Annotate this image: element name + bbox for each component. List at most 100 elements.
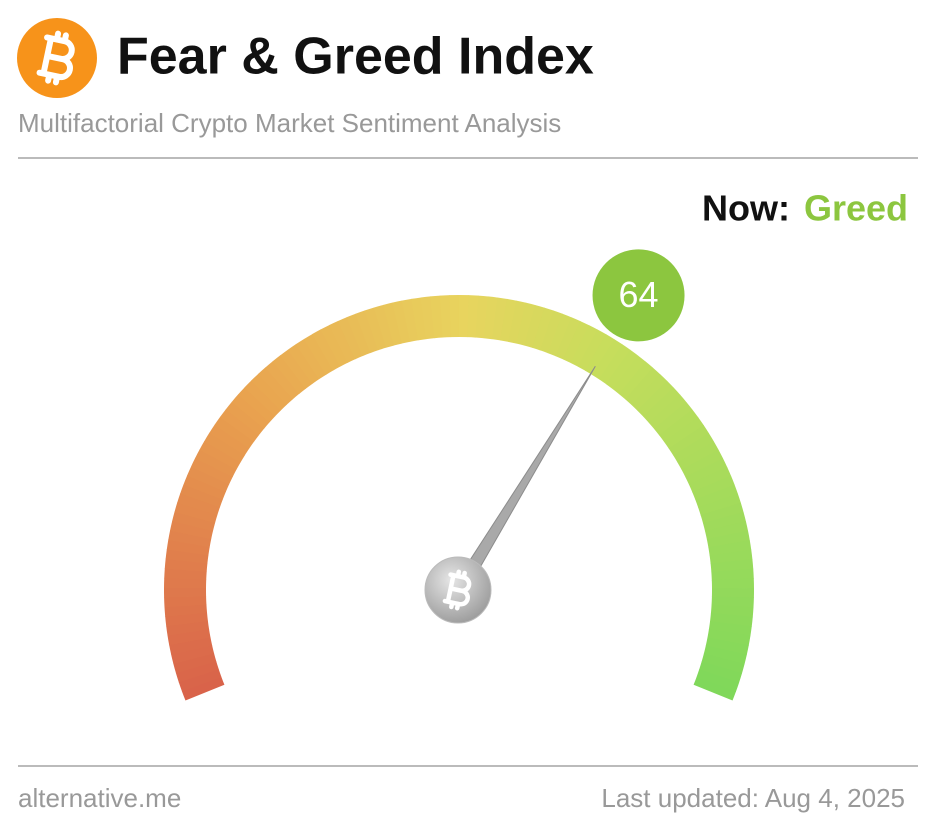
gauge: 64	[164, 249, 754, 701]
value-badge	[592, 249, 685, 342]
gauge-band	[631, 374, 668, 411]
gauge-band	[170, 520, 214, 540]
gauge-band	[547, 313, 572, 357]
gauge-band	[373, 304, 395, 348]
gauge-band	[320, 324, 349, 367]
gauge-band	[625, 367, 661, 406]
needle	[452, 366, 596, 595]
gauge-band	[700, 502, 744, 524]
gauge-band	[225, 401, 265, 436]
gauge-band	[701, 653, 745, 674]
gauge-band	[178, 668, 222, 692]
gauge-band	[164, 604, 208, 617]
last-updated: Last updated: Aug 4, 2025	[601, 783, 905, 813]
gauge-band	[337, 317, 364, 360]
gauge-band	[688, 466, 732, 493]
gauge-band	[169, 636, 213, 655]
gauge-band	[329, 320, 356, 363]
gauge-band	[637, 380, 674, 417]
value-label: 64	[619, 274, 659, 315]
gauge-band	[508, 300, 527, 344]
gauge-band	[171, 644, 215, 665]
gauge-band	[244, 380, 282, 417]
gauge-band	[166, 539, 210, 556]
gauge-band	[303, 333, 334, 375]
gauge-band	[204, 432, 246, 463]
gauge-band	[710, 612, 753, 627]
gauge-band	[539, 310, 563, 354]
gauge-band	[562, 321, 590, 364]
gauge-band	[237, 387, 276, 423]
gauge-band	[165, 549, 209, 564]
gauge-band	[411, 297, 427, 341]
gauge-band	[648, 394, 687, 430]
gauge-band	[167, 628, 211, 646]
gauge-band	[708, 540, 752, 556]
gauge-band	[584, 334, 615, 376]
gauge-band	[570, 325, 598, 367]
gauge-band	[165, 612, 208, 627]
gauge-band	[420, 296, 435, 340]
gauge-band	[707, 629, 751, 646]
gauge-band	[312, 329, 341, 371]
gauge-band	[166, 620, 210, 636]
gauge-band	[612, 355, 646, 395]
bitcoin-logo	[17, 18, 97, 98]
gauge-band	[532, 307, 554, 351]
gauge-band	[685, 458, 728, 485]
gauge-band	[174, 502, 218, 524]
gauge-band	[668, 425, 710, 456]
gauge-band	[695, 484, 738, 508]
gauge-band	[705, 521, 749, 540]
gauge-band	[698, 493, 741, 516]
gauge-band	[703, 645, 747, 665]
gauge-band	[280, 349, 313, 389]
gauge-band	[355, 310, 379, 354]
gauge-band	[642, 387, 681, 423]
gauge-band	[598, 344, 631, 385]
gauge-band	[693, 677, 736, 701]
gauge-band	[258, 367, 294, 405]
gauge-band	[181, 676, 225, 701]
gauge-band	[175, 660, 219, 683]
gauge-band	[180, 484, 223, 508]
gauge-band	[172, 511, 216, 532]
gauge-band	[164, 568, 207, 581]
gauge-band	[555, 317, 581, 360]
gauge-band	[392, 300, 411, 344]
gauge-band	[663, 417, 704, 449]
gauge-band	[710, 559, 754, 573]
gauge-band	[499, 298, 517, 342]
gauge-band	[605, 349, 639, 390]
classification: Greed	[804, 188, 908, 229]
gauge-band	[483, 296, 498, 340]
gauge-band	[382, 302, 403, 346]
gauge-band	[516, 302, 536, 346]
gauge-band	[195, 449, 237, 478]
gauge-band	[214, 416, 255, 449]
gauge-band	[177, 493, 221, 516]
hub-logo-path	[442, 569, 472, 611]
subtitle: Multifactorial Crypto Market Sentiment A…	[18, 108, 561, 138]
gauge-band	[524, 304, 545, 348]
gauge-band	[190, 457, 233, 485]
gauge-band	[272, 355, 306, 394]
gauge-band	[168, 530, 212, 548]
gauge-band	[265, 361, 300, 400]
gauge-band	[711, 568, 754, 581]
gauge-band	[187, 466, 230, 493]
gauge-band	[692, 475, 735, 501]
gauge-band	[708, 621, 752, 637]
gauge-band	[209, 424, 250, 456]
gauge-band	[592, 339, 623, 380]
gauge-band	[346, 313, 371, 357]
gauge-band	[475, 295, 489, 339]
gauge-band	[173, 653, 217, 674]
gauge-band	[618, 361, 654, 400]
gauge-band	[673, 433, 715, 463]
gauge-band	[681, 449, 724, 478]
gauge-band	[251, 373, 288, 411]
now-label: Now:	[702, 188, 790, 229]
